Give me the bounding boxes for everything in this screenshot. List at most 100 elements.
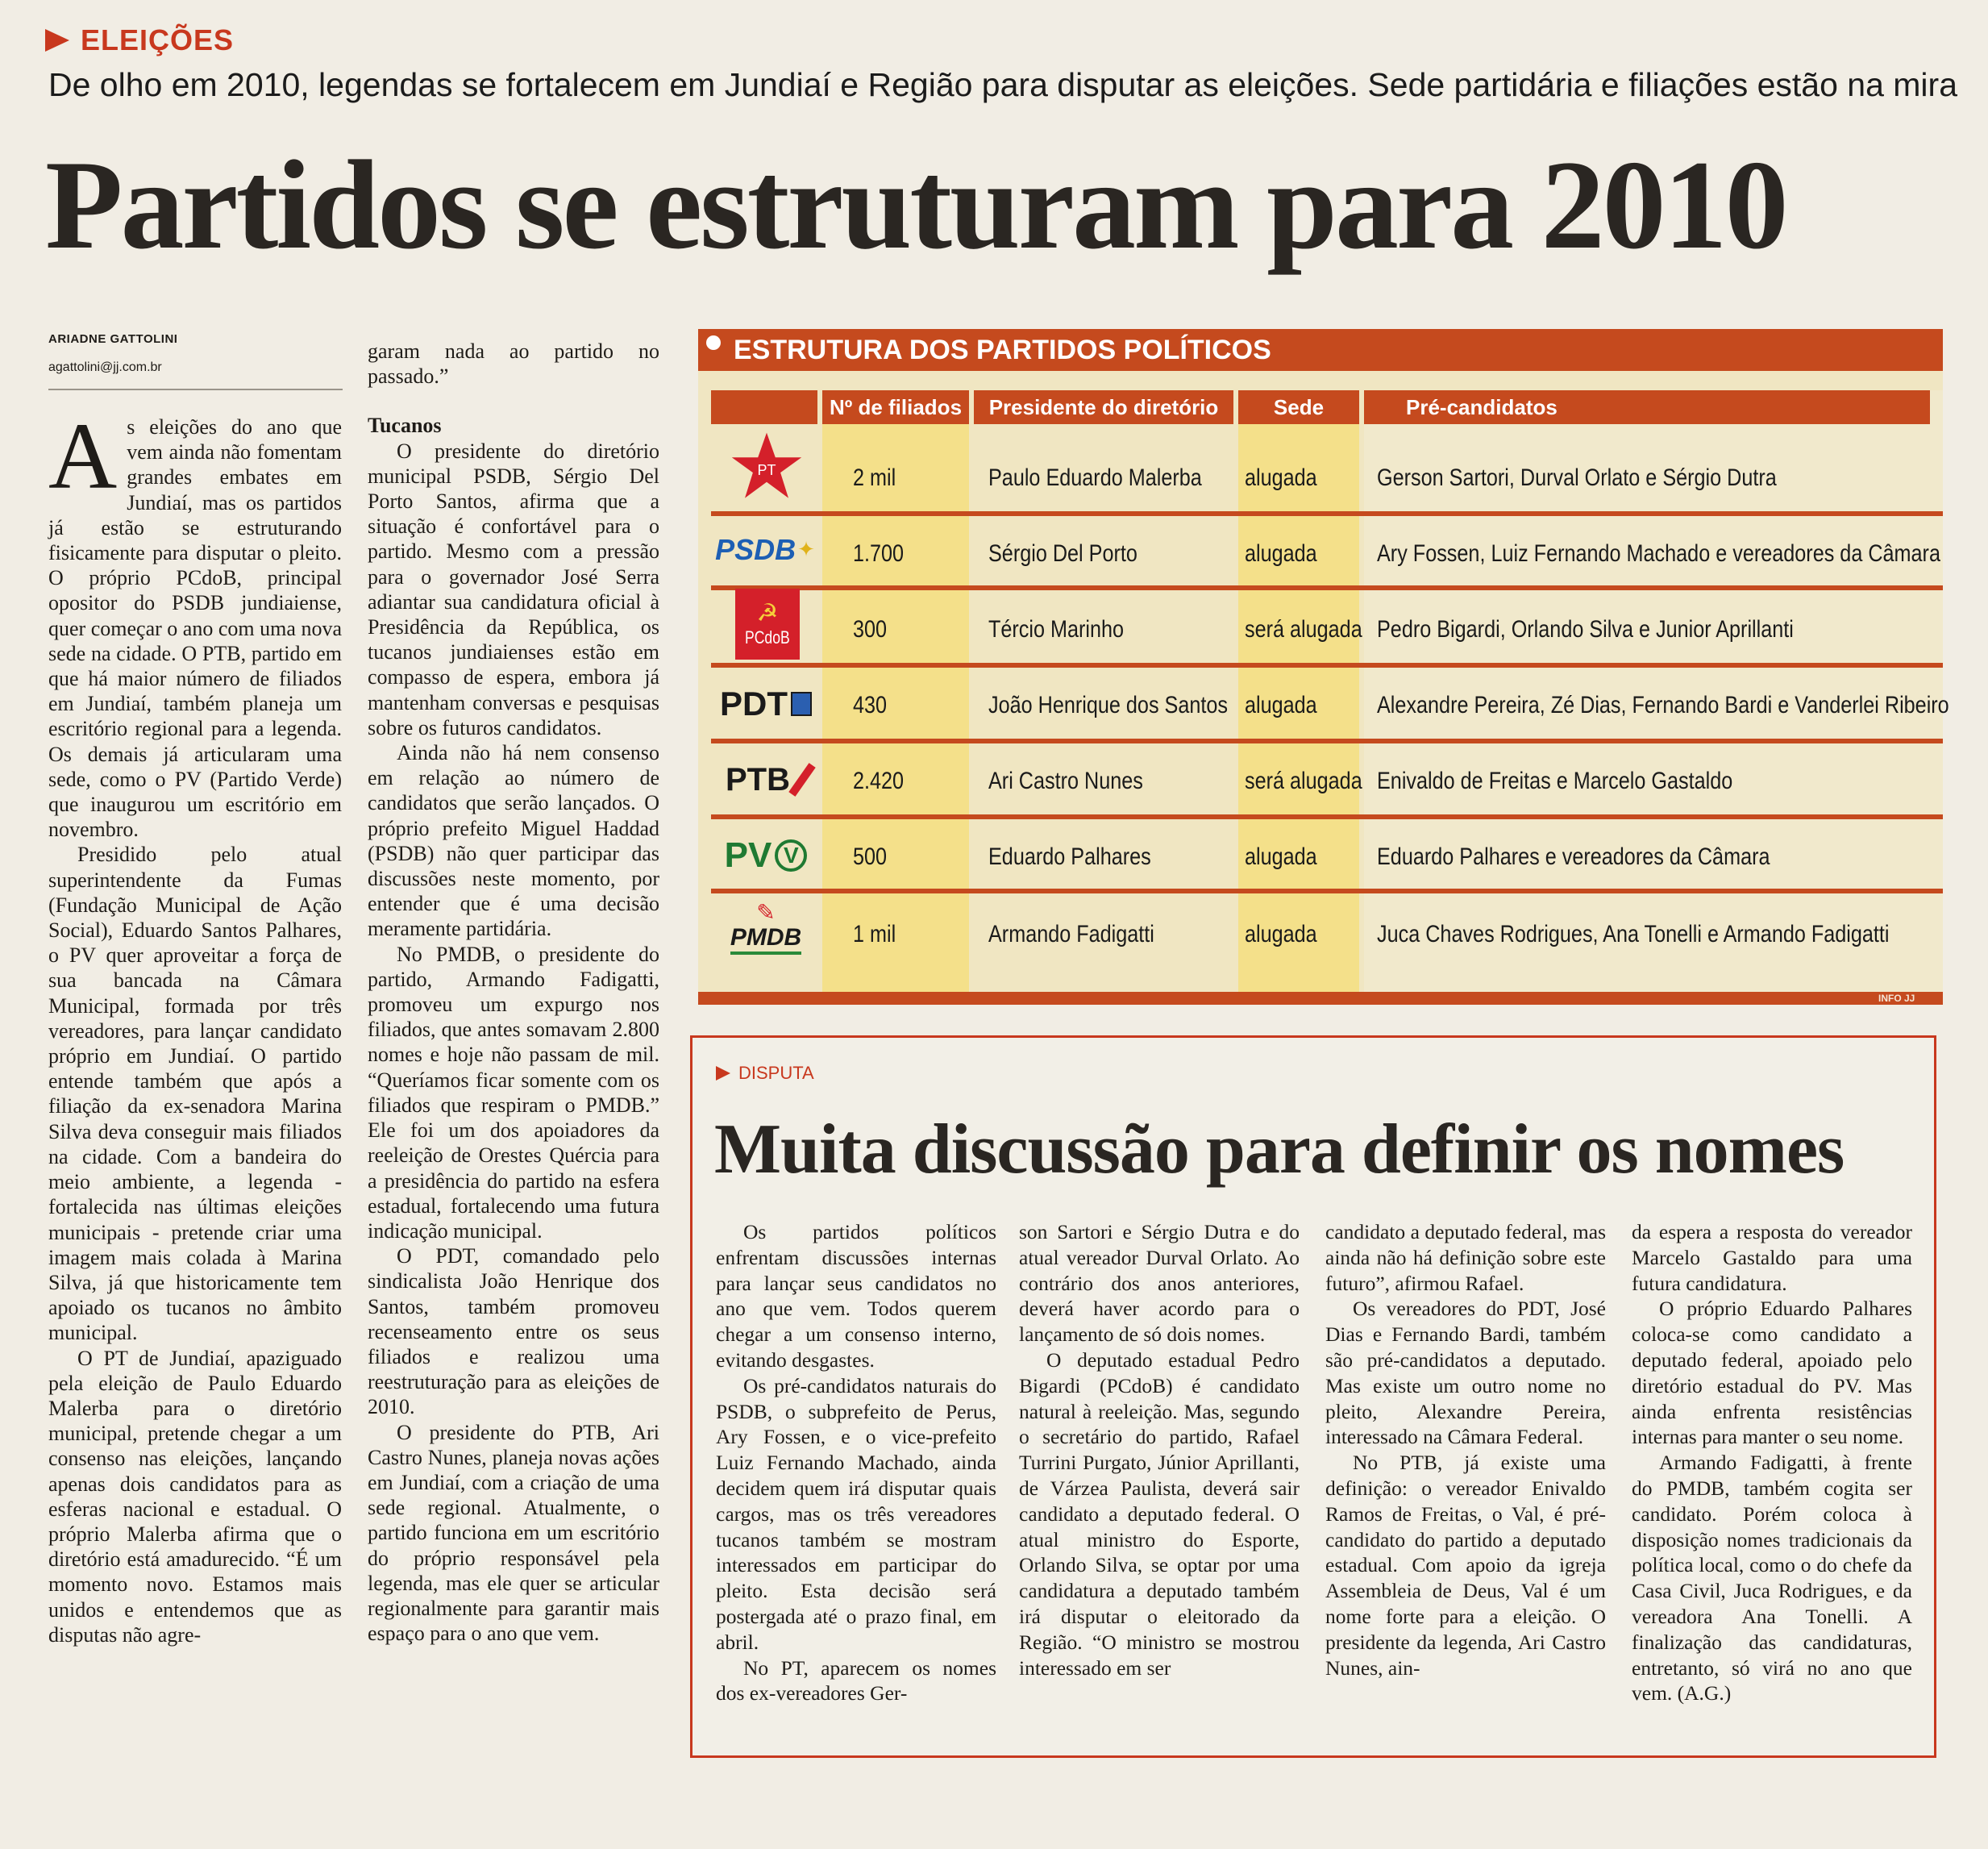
subtitle: De olho em 2010, legendas se fortalecem … <box>48 66 1957 103</box>
psdb-logo: PSDB ✦ <box>713 524 817 576</box>
sidebar-c3-paragraph: No PTB, já existe uma definição: o verea… <box>1325 1451 1606 1680</box>
sidebar-c4-paragraph: da espera a resposta do vereador Marcelo… <box>1632 1220 1912 1295</box>
sidebar-c3-paragraph: Os vereadores do PDT, José Dias e Fernan… <box>1325 1297 1606 1449</box>
hammer-sickle-icon: ☭ <box>756 600 779 627</box>
pcdob-logo-text: PCdoB <box>745 627 790 648</box>
header-sede: Sede <box>1238 390 1359 424</box>
pt-logo: PT <box>730 424 803 508</box>
cell-sede-pcdob: será alugada <box>1245 616 1362 643</box>
sidebar-headline: Muita discussão para definir os nomes <box>714 1110 1845 1189</box>
cell-candidatos-pv: Eduardo Palhares e vereadores da Câmara <box>1377 843 1770 870</box>
cell-sede-pdt: alugada <box>1245 692 1317 718</box>
sidebar-tag-text: DISPUTA <box>738 1063 814 1083</box>
pv-logo-text: PV <box>724 835 772 875</box>
filiados-column-bg <box>822 390 969 1000</box>
section-label: ELEIÇÕES <box>45 18 234 63</box>
pmdb-torch-icon: ✎ <box>756 901 776 926</box>
row-separator <box>711 814 1943 819</box>
col1-paragraph-3: O PT de Jundiaí, apaziguado pela eleição… <box>48 1346 342 1647</box>
cell-filiados-pmdb: 1 mil <box>853 921 896 947</box>
pcdob-logo: ☭ PCdoB <box>735 589 800 660</box>
header-candidatos: Pré-candidatos <box>1364 390 1930 424</box>
col1-paragraph-2: Presidido pelo atual superintendente da … <box>48 843 342 1345</box>
cell-presidente-psdb: Sérgio Del Porto <box>988 540 1137 567</box>
pdt-logo: PDT <box>713 674 819 734</box>
ptb-logo: PTB <box>713 750 819 810</box>
col2-paragraph-1: O presidente do diretório municipal PSDB… <box>368 439 659 739</box>
header-logo-cell <box>711 390 817 424</box>
pt-logo-text: PT <box>757 462 776 478</box>
author-name: ARIADNE GATTOLINI <box>48 332 178 346</box>
header-presidente: Presidente do diretório <box>974 390 1233 424</box>
pdt-logo-text: PDT <box>720 685 788 723</box>
col2-paragraph-3: No PMDB, o presidente do partido, Armand… <box>368 942 659 1243</box>
sidebar-c4-paragraph: O próprio Eduardo Palhares coloca-se com… <box>1632 1297 1912 1449</box>
cell-sede-pv: alugada <box>1245 843 1317 870</box>
sidebar-c2-paragraph: O deputado estadual Pedro Bigardi (PCdoB… <box>1019 1347 1300 1680</box>
author-email: agattolini@jj.com.br <box>48 360 162 374</box>
sidebar-column-1: Os partidos políticos enfrentam discussõ… <box>716 1219 996 1706</box>
cell-candidatos-pcdob: Pedro Bigardi, Orlando Silva e Junior Ap… <box>1377 616 1794 643</box>
cell-sede-pt: alugada <box>1245 464 1317 491</box>
sidebar-c2-paragraph: son Sartori e Sérgio Dutra e do atual ve… <box>1019 1220 1300 1347</box>
cell-presidente-pcdob: Tércio Marinho <box>988 616 1125 643</box>
cell-candidatos-psdb: Ary Fossen, Luiz Fernando Machado e vere… <box>1377 540 1940 567</box>
pmdb-logo: ✎ PMDB <box>717 897 814 961</box>
col2-paragraph-5: O presidente do PTB, Ari Castro Nunes, p… <box>368 1420 659 1646</box>
cell-filiados-ptb: 2.420 <box>853 768 905 794</box>
col1-paragraph-1: s eleições do ano que vem ainda não fome… <box>48 415 342 842</box>
sidebar-c1-paragraph: Os partidos políticos enfrentam discussõ… <box>716 1220 996 1372</box>
arrow-icon <box>716 1066 730 1081</box>
cell-filiados-pt: 2 mil <box>853 464 896 491</box>
cell-presidente-pt: Paulo Eduardo Malerba <box>988 464 1202 491</box>
row-separator <box>711 739 1943 743</box>
toucan-icon: ✦ <box>797 538 815 561</box>
row-separator <box>711 889 1943 893</box>
cell-sede-psdb: alugada <box>1245 540 1317 567</box>
subhead-tucanos: Tucanos <box>368 414 442 438</box>
byline: ARIADNE GATTOLINI agattolini@jj.com.br <box>48 332 343 390</box>
cell-presidente-pdt: João Henrique dos Santos <box>988 692 1229 718</box>
cell-presidente-ptb: Ari Castro Nunes <box>988 768 1143 794</box>
cell-candidatos-ptb: Enivaldo de Freitas e Marcelo Gastaldo <box>1377 768 1733 794</box>
dropcap: A <box>48 403 118 509</box>
sidebar-c1-paragraph: Os pré-candidatos naturais do PSDB, o su… <box>716 1373 996 1654</box>
ptb-slash-icon <box>788 763 816 797</box>
psdb-logo-text: PSDB <box>715 533 796 566</box>
arrow-icon <box>45 29 69 52</box>
sede-column-bg <box>1238 390 1359 1000</box>
cell-filiados-psdb: 1.700 <box>853 540 905 567</box>
candidatos-column-bg <box>1364 390 1943 1000</box>
sidebar-section-label: DISPUTA <box>716 1063 814 1084</box>
pt-star-icon: PT <box>731 432 802 498</box>
pv-logo: PV V <box>713 826 819 885</box>
article-column-2: garam nada ao partido no passado.” Tucan… <box>368 339 659 1646</box>
row-separator <box>711 585 1943 590</box>
pv-circle-v-icon: V <box>775 839 808 872</box>
cell-sede-ptb: será alugada <box>1245 768 1362 794</box>
sidebar-c3-paragraph: candidato a deputado federal, mas ainda … <box>1325 1220 1606 1295</box>
col2-lead: garam nada ao partido no passado.” <box>368 339 659 389</box>
col2-paragraph-4: O PDT, comandado pelo sindicalista João … <box>368 1244 659 1419</box>
sidebar-box <box>690 1035 1936 1758</box>
cell-sede-pmdb: alugada <box>1245 921 1317 947</box>
section-name: ELEIÇÕES <box>81 23 235 56</box>
row-separator <box>711 663 1943 668</box>
sidebar-c1-paragraph: No PT, aparecem os nomes dos ex-vereador… <box>716 1655 996 1705</box>
cell-presidente-pmdb: Armando Fadigatti <box>988 921 1154 947</box>
sidebar-column-4: da espera a resposta do vereador Marcelo… <box>1632 1219 1912 1706</box>
cell-candidatos-pdt: Alexandre Pereira, Zé Dias, Fernando Bar… <box>1377 692 1949 718</box>
cell-filiados-pcdob: 300 <box>853 616 888 643</box>
table-footer-bar <box>698 992 1943 1005</box>
title-bullet-icon <box>706 335 721 350</box>
headline: Partidos se estruturam para 2010 <box>45 135 1789 276</box>
ptb-logo-text: PTB <box>726 761 790 797</box>
header-filiados: Nº de filiados <box>822 390 969 424</box>
sidebar-c4-paragraph: Armando Fadigatti, à frente do PMDB, tam… <box>1632 1451 1912 1705</box>
col2-paragraph-2: Ainda não há nem consenso em relação ao … <box>368 741 659 941</box>
cell-candidatos-pmdb: Juca Chaves Rodrigues, Ana Tonelli e Arm… <box>1377 921 1890 947</box>
sidebar-column-2: son Sartori e Sérgio Dutra e do atual ve… <box>1019 1219 1300 1680</box>
pdt-emblem-icon <box>791 692 812 716</box>
cell-presidente-pv: Eduardo Palhares <box>988 843 1151 870</box>
